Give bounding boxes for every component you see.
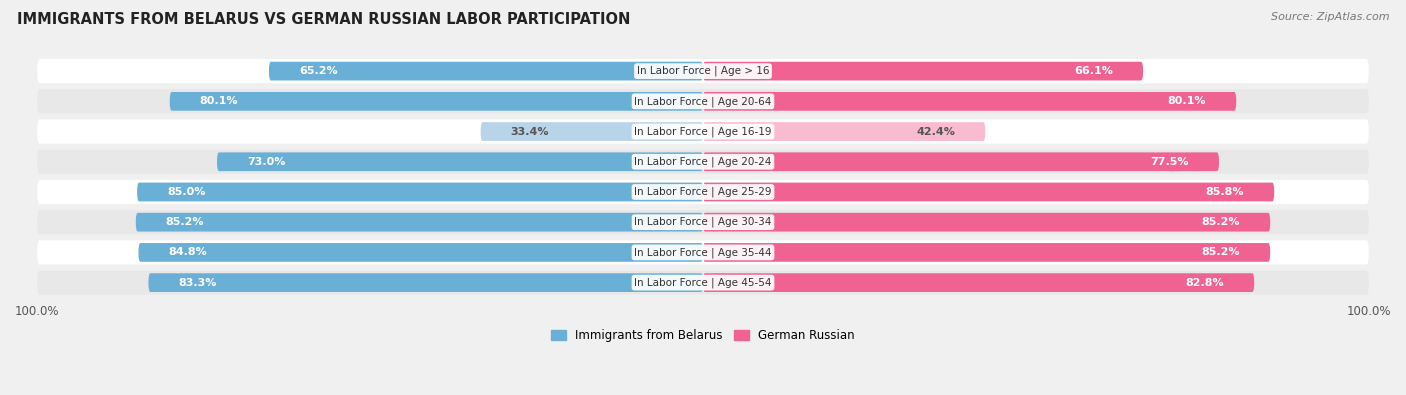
Text: 83.3%: 83.3% <box>179 278 217 288</box>
Text: In Labor Force | Age 20-64: In Labor Force | Age 20-64 <box>634 96 772 107</box>
FancyBboxPatch shape <box>149 273 703 292</box>
FancyBboxPatch shape <box>37 271 1369 295</box>
FancyBboxPatch shape <box>481 122 703 141</box>
Text: In Labor Force | Age 25-29: In Labor Force | Age 25-29 <box>634 187 772 197</box>
FancyBboxPatch shape <box>37 119 1369 144</box>
FancyBboxPatch shape <box>138 182 703 201</box>
Text: In Labor Force | Age 16-19: In Labor Force | Age 16-19 <box>634 126 772 137</box>
Text: In Labor Force | Age 35-44: In Labor Force | Age 35-44 <box>634 247 772 258</box>
FancyBboxPatch shape <box>703 92 1236 111</box>
Text: In Labor Force | Age > 16: In Labor Force | Age > 16 <box>637 66 769 76</box>
FancyBboxPatch shape <box>703 122 986 141</box>
Text: In Labor Force | Age 30-34: In Labor Force | Age 30-34 <box>634 217 772 228</box>
FancyBboxPatch shape <box>37 240 1369 265</box>
FancyBboxPatch shape <box>217 152 703 171</box>
FancyBboxPatch shape <box>703 213 1270 231</box>
FancyBboxPatch shape <box>170 92 703 111</box>
Text: 82.8%: 82.8% <box>1185 278 1225 288</box>
Text: 66.1%: 66.1% <box>1074 66 1114 76</box>
Text: 85.2%: 85.2% <box>166 217 204 227</box>
Text: 80.1%: 80.1% <box>1168 96 1206 106</box>
Text: 85.2%: 85.2% <box>1202 247 1240 258</box>
Text: 65.2%: 65.2% <box>299 66 337 76</box>
Text: 85.8%: 85.8% <box>1206 187 1244 197</box>
FancyBboxPatch shape <box>37 59 1369 83</box>
Text: 85.2%: 85.2% <box>1202 217 1240 227</box>
Text: In Labor Force | Age 20-24: In Labor Force | Age 20-24 <box>634 156 772 167</box>
Text: 80.1%: 80.1% <box>200 96 238 106</box>
FancyBboxPatch shape <box>703 152 1219 171</box>
Text: 85.0%: 85.0% <box>167 187 205 197</box>
FancyBboxPatch shape <box>138 243 703 262</box>
Text: 77.5%: 77.5% <box>1150 157 1189 167</box>
Text: 73.0%: 73.0% <box>247 157 285 167</box>
Text: 33.4%: 33.4% <box>510 126 550 137</box>
Text: IMMIGRANTS FROM BELARUS VS GERMAN RUSSIAN LABOR PARTICIPATION: IMMIGRANTS FROM BELARUS VS GERMAN RUSSIA… <box>17 12 630 27</box>
Text: 42.4%: 42.4% <box>917 126 955 137</box>
FancyBboxPatch shape <box>703 243 1270 262</box>
Text: 84.8%: 84.8% <box>169 247 207 258</box>
FancyBboxPatch shape <box>269 62 703 81</box>
FancyBboxPatch shape <box>703 273 1254 292</box>
Text: Source: ZipAtlas.com: Source: ZipAtlas.com <box>1271 12 1389 22</box>
FancyBboxPatch shape <box>703 62 1143 81</box>
FancyBboxPatch shape <box>37 89 1369 113</box>
FancyBboxPatch shape <box>37 180 1369 204</box>
Text: In Labor Force | Age 45-54: In Labor Force | Age 45-54 <box>634 277 772 288</box>
FancyBboxPatch shape <box>37 150 1369 174</box>
Legend: Immigrants from Belarus, German Russian: Immigrants from Belarus, German Russian <box>547 325 859 347</box>
FancyBboxPatch shape <box>37 210 1369 234</box>
FancyBboxPatch shape <box>703 182 1274 201</box>
FancyBboxPatch shape <box>136 213 703 231</box>
